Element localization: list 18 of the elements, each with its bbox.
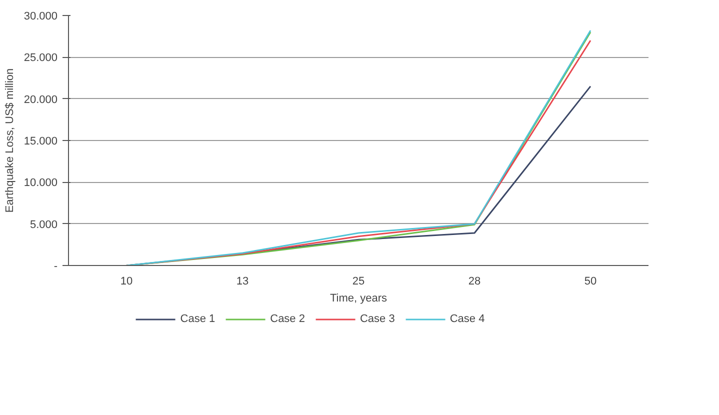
x-tick-label: 25 bbox=[352, 276, 365, 288]
y-tick-label: 5.000 bbox=[30, 218, 58, 231]
y-tick-label: 25.000 bbox=[24, 52, 58, 64]
y-axis-title: Earthquake Loss, US$ million bbox=[4, 68, 16, 213]
legend-label: Case 3 bbox=[360, 313, 395, 325]
y-tick-label: 20.000 bbox=[24, 94, 58, 106]
x-tick-label: 10 bbox=[120, 276, 133, 288]
x-axis-title: Time, years bbox=[330, 292, 388, 304]
y-tick-label: - bbox=[54, 260, 58, 272]
y-tick-label: 15.000 bbox=[24, 136, 58, 148]
legend-label: Case 4 bbox=[450, 313, 485, 325]
y-tick-label: 10.000 bbox=[24, 177, 58, 190]
x-tick-label: 50 bbox=[584, 276, 597, 288]
x-tick-label: 28 bbox=[468, 276, 481, 288]
x-tick-label: 13 bbox=[236, 276, 249, 288]
legend-label: Case 2 bbox=[270, 313, 305, 325]
legend-label: Case 1 bbox=[180, 313, 216, 325]
y-tick-label: 30.000 bbox=[24, 10, 58, 22]
